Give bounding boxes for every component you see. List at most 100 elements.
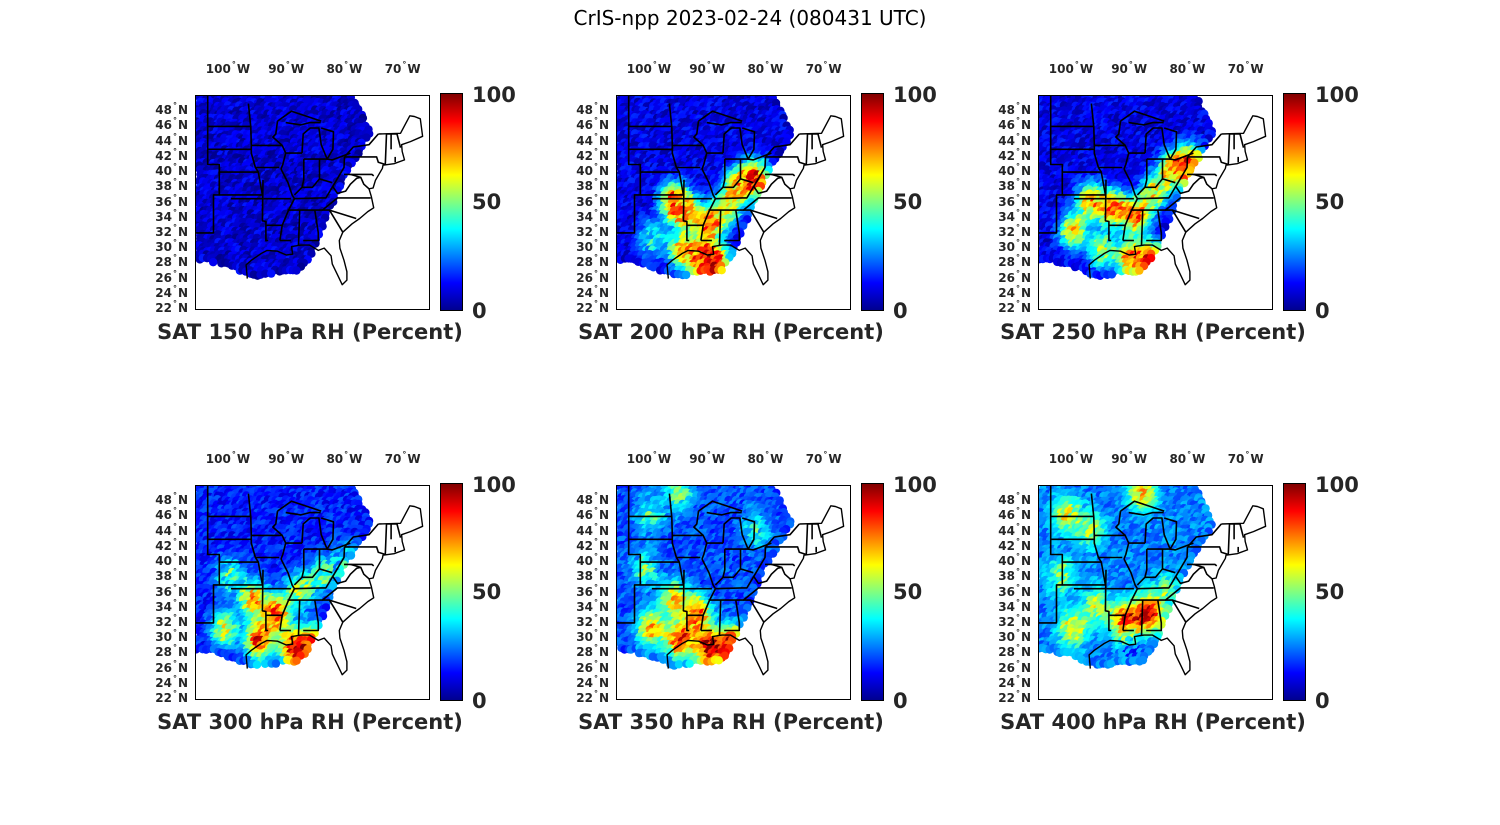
lat-value: 44 bbox=[155, 133, 172, 148]
lat-tick-label: 36°N bbox=[140, 193, 188, 210]
degree-symbol: ° bbox=[172, 253, 177, 263]
coastline bbox=[245, 115, 424, 286]
lat-tick-label: 26°N bbox=[140, 269, 188, 286]
lat-value: 48 bbox=[576, 103, 593, 118]
degree-symbol: ° bbox=[344, 60, 349, 69]
state-border bbox=[326, 152, 351, 161]
lat-value: 48 bbox=[998, 103, 1015, 118]
lat-value: 34 bbox=[998, 209, 1015, 224]
lat-hemisphere: N bbox=[598, 103, 609, 118]
lat-tick-label: 40°N bbox=[561, 162, 609, 179]
state-border bbox=[261, 179, 269, 242]
state-border bbox=[287, 197, 371, 211]
degree-symbol: ° bbox=[593, 177, 598, 187]
lon-tick-label: 100°W bbox=[206, 60, 251, 76]
lat-tick-label: 28°N bbox=[561, 253, 609, 270]
degree-symbol: ° bbox=[402, 60, 407, 69]
lon-tick-label: 70°W bbox=[1228, 60, 1264, 76]
lat-value: 28 bbox=[576, 255, 593, 270]
degree-symbol: ° bbox=[1128, 60, 1133, 69]
lat-tick-label: 44°N bbox=[983, 132, 1031, 149]
lat-value: 30 bbox=[576, 240, 593, 255]
lat-hemisphere: N bbox=[1020, 148, 1031, 163]
lat-hemisphere: N bbox=[1020, 301, 1031, 315]
lon-value: 90 bbox=[689, 62, 706, 76]
degree-symbol: ° bbox=[593, 268, 598, 278]
map-area bbox=[195, 95, 430, 310]
rh-observation-points bbox=[617, 96, 794, 280]
lat-value: 22 bbox=[998, 301, 1015, 315]
degree-symbol: ° bbox=[172, 283, 177, 293]
degree-symbol: ° bbox=[593, 299, 598, 308]
lat-hemisphere: N bbox=[598, 164, 609, 179]
degree-symbol: ° bbox=[593, 146, 598, 156]
degree-symbol: ° bbox=[593, 283, 598, 293]
colorbar-tick-label: 0 bbox=[893, 299, 908, 323]
state-border bbox=[285, 121, 321, 126]
lon-tick-label: 80°W bbox=[1169, 60, 1206, 76]
lat-tick-label: 30°N bbox=[983, 238, 1031, 255]
lon-hemisphere: W bbox=[236, 62, 251, 76]
degree-symbol: ° bbox=[1015, 268, 1020, 278]
lat-tick-label: 48°N bbox=[561, 101, 609, 118]
lon-hemisphere: W bbox=[1192, 62, 1206, 76]
lat-hemisphere: N bbox=[1020, 103, 1031, 118]
map-panel-250hpa: 100°W 90°W 80°W 70°W 48°N 46°N 44°N 42°N 40°N 38°… bbox=[983, 59, 1383, 359]
lat-hemisphere: N bbox=[598, 209, 609, 224]
lat-tick-label: 44°N bbox=[140, 132, 188, 149]
lat-tick-label: 44°N bbox=[561, 132, 609, 149]
lat-tick-label: 24°N bbox=[140, 283, 188, 301]
lat-hemisphere: N bbox=[1020, 255, 1031, 270]
lat-hemisphere: N bbox=[1020, 133, 1031, 148]
lat-hemisphere: N bbox=[598, 224, 609, 239]
state-border bbox=[301, 159, 305, 188]
lat-value: 46 bbox=[576, 118, 593, 133]
lat-hemisphere: N bbox=[177, 194, 188, 209]
lat-value: 36 bbox=[155, 194, 172, 209]
lat-value: 24 bbox=[155, 285, 172, 300]
lat-value: 32 bbox=[998, 224, 1015, 239]
degree-symbol: ° bbox=[823, 60, 828, 69]
degree-symbol: ° bbox=[1015, 116, 1020, 126]
lat-tick-label: 34°N bbox=[983, 208, 1031, 225]
rh-observation-points bbox=[1039, 96, 1216, 280]
lon-tick-label: 90°W bbox=[689, 60, 725, 76]
lat-value: 30 bbox=[155, 240, 172, 255]
colorbar-tick-label: 50 bbox=[472, 190, 502, 214]
degree-symbol: ° bbox=[765, 60, 770, 69]
lat-hemisphere: N bbox=[598, 179, 609, 194]
degree-symbol: ° bbox=[1015, 177, 1020, 187]
degree-symbol: ° bbox=[1245, 60, 1250, 69]
lat-value: 34 bbox=[155, 209, 172, 224]
map-area bbox=[616, 95, 851, 310]
lat-tick-label: 40°N bbox=[983, 162, 1031, 179]
colorbar-tick-label: 100 bbox=[472, 83, 516, 107]
lon-value: 80 bbox=[326, 62, 344, 76]
lat-tick-label: 42°N bbox=[561, 146, 609, 164]
degree-symbol: ° bbox=[285, 60, 290, 69]
lat-hemisphere: N bbox=[177, 209, 188, 224]
lat-tick-label: 28°N bbox=[983, 253, 1031, 270]
lat-value: 36 bbox=[576, 194, 593, 209]
lat-value: 46 bbox=[998, 118, 1015, 133]
degree-symbol: ° bbox=[1015, 222, 1020, 232]
lon-value: 70 bbox=[805, 62, 823, 76]
state-border bbox=[303, 209, 320, 242]
state-border bbox=[343, 133, 379, 158]
lat-value: 28 bbox=[998, 255, 1015, 270]
lat-value: 30 bbox=[998, 240, 1015, 255]
state-border bbox=[301, 127, 335, 160]
degree-symbol: ° bbox=[172, 162, 177, 172]
lon-hemisphere: W bbox=[1079, 62, 1094, 76]
colorbar-tick-label: 50 bbox=[893, 190, 923, 214]
degree-symbol: ° bbox=[1015, 162, 1020, 172]
lat-value: 26 bbox=[576, 270, 593, 285]
lat-hemisphere: N bbox=[598, 270, 609, 285]
lat-value: 34 bbox=[576, 209, 593, 224]
lat-value: 26 bbox=[998, 270, 1015, 285]
degree-symbol: ° bbox=[172, 299, 177, 308]
lat-hemisphere: N bbox=[177, 301, 188, 315]
lat-tick-label: 32°N bbox=[140, 223, 188, 240]
lon-tick-label: 70°W bbox=[385, 60, 421, 76]
rh-point bbox=[261, 269, 270, 278]
